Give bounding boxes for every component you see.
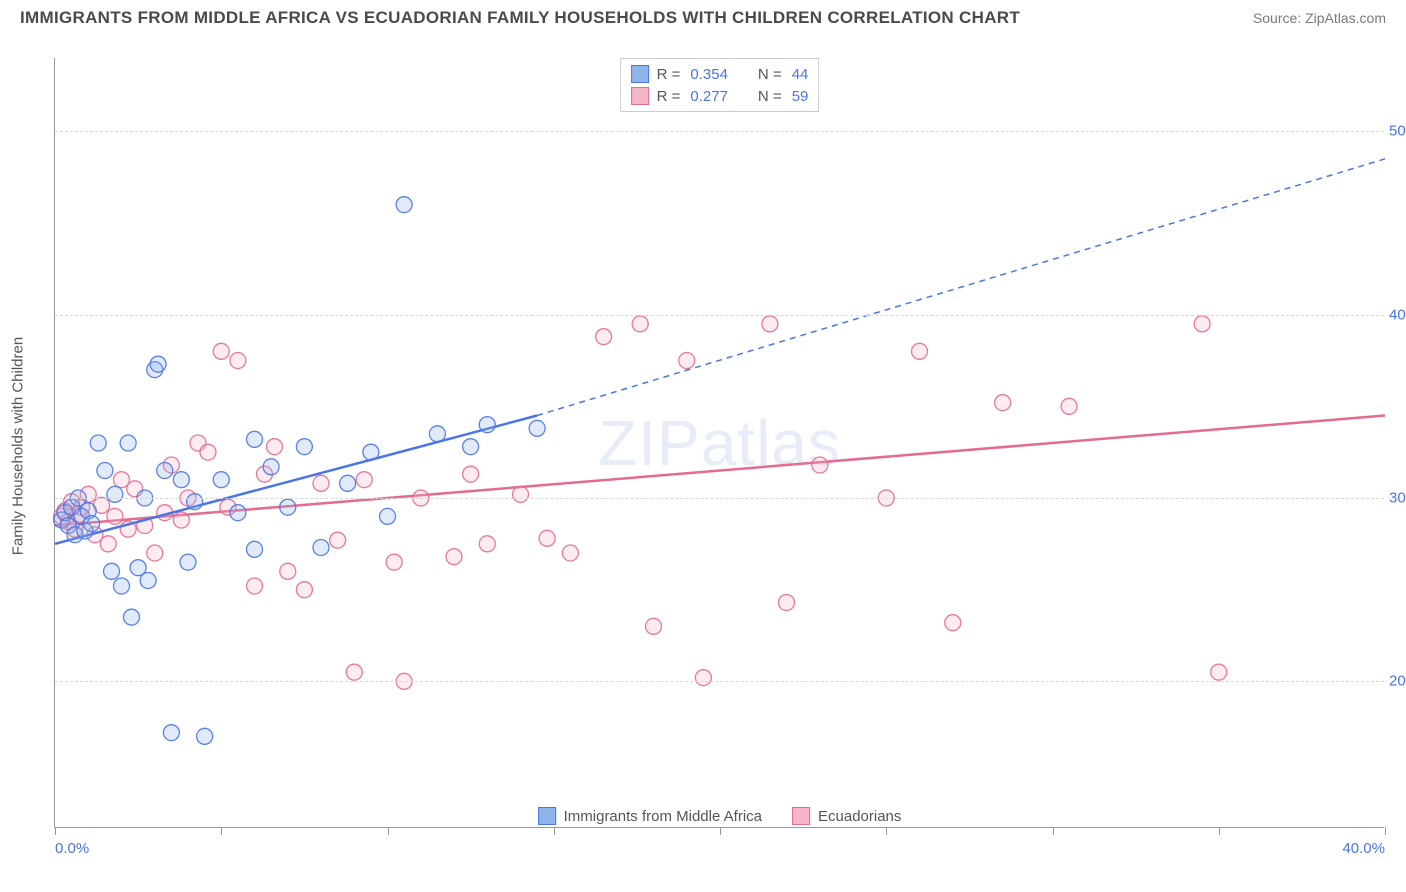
x-tick-label: 40.0% — [1342, 840, 1385, 857]
gridline — [55, 131, 1384, 132]
x-tick — [1385, 827, 1386, 835]
y-tick-label: 20.0% — [1389, 673, 1406, 690]
legend-swatch — [631, 65, 649, 83]
gridline — [55, 498, 1384, 499]
x-tick-label: 0.0% — [55, 840, 89, 857]
legend-series-item: Ecuadorians — [792, 807, 901, 825]
y-tick-label: 40.0% — [1389, 306, 1406, 323]
x-tick — [1053, 827, 1054, 835]
legend-swatch — [538, 807, 556, 825]
x-tick — [221, 827, 222, 835]
x-tick — [886, 827, 887, 835]
legend-correlation: R = 0.354 N = 44 R = 0.277 N = 59 — [620, 58, 820, 112]
legend-n-value: 44 — [792, 66, 809, 83]
plot-area: ZIPatlas R =0.354N =44R =0.277N =59 Immi… — [54, 58, 1384, 828]
legend-r-label: R = — [657, 88, 681, 105]
legend-swatch — [631, 87, 649, 105]
legend-r-value: 0.354 — [690, 66, 728, 83]
legend-series: Immigrants from Middle Africa Ecuadorians — [532, 807, 908, 825]
x-tick — [1219, 827, 1220, 835]
gridline — [55, 315, 1384, 316]
legend-r-value: 0.277 — [690, 88, 728, 105]
header: IMMIGRANTS FROM MIDDLE AFRICA VS ECUADOR… — [0, 0, 1406, 32]
x-tick — [55, 827, 56, 835]
gridline — [55, 681, 1384, 682]
legend-series-item: Immigrants from Middle Africa — [538, 807, 762, 825]
legend-row: R = 0.354 N = 44 — [631, 63, 809, 85]
legend-series-label: Ecuadorians — [818, 808, 901, 825]
source-label: Source: ZipAtlas.com — [1253, 10, 1386, 26]
legend-swatch — [792, 807, 810, 825]
legend-r-label: R = — [657, 66, 681, 83]
legend-n-label: N = — [758, 66, 782, 83]
y-axis-label: Family Households with Children — [10, 337, 27, 555]
legend-series-label: Immigrants from Middle Africa — [564, 808, 762, 825]
legend-row: R = 0.277 N = 59 — [631, 85, 809, 107]
y-tick-label: 30.0% — [1389, 490, 1406, 507]
legend-n-label: N = — [758, 88, 782, 105]
chart-title: IMMIGRANTS FROM MIDDLE AFRICA VS ECUADOR… — [20, 8, 1020, 28]
legend-n-value: 59 — [792, 88, 809, 105]
x-tick — [554, 827, 555, 835]
y-tick-label: 50.0% — [1389, 123, 1406, 140]
x-tick — [720, 827, 721, 835]
chart-container: IMMIGRANTS FROM MIDDLE AFRICA VS ECUADOR… — [0, 0, 1406, 892]
x-tick — [388, 827, 389, 835]
chart-svg — [55, 58, 1384, 827]
